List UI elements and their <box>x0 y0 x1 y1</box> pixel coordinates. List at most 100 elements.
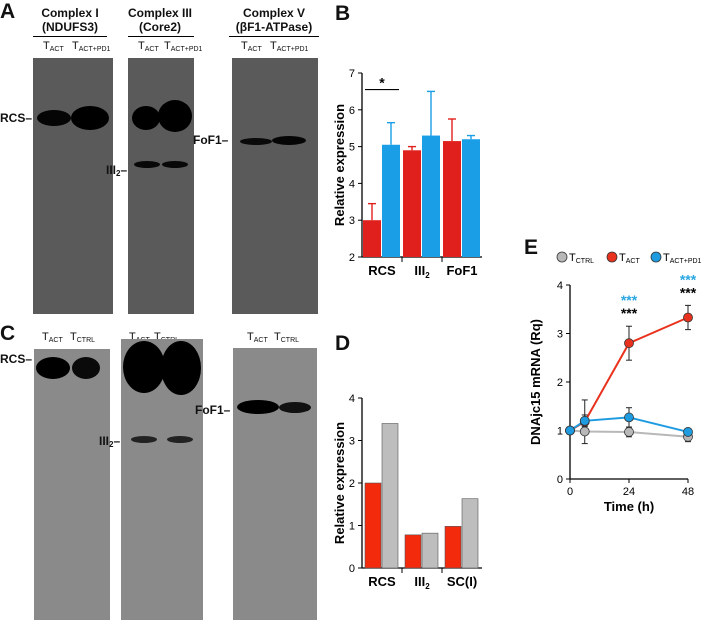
y-tick-label: 4 <box>349 178 355 190</box>
blot-image-complex-v <box>232 58 318 314</box>
bar <box>421 532 439 569</box>
blot-band <box>131 436 157 443</box>
blot-band <box>132 106 160 130</box>
blot-a-header-complex-v: Complex V (βF1-ATPase) <box>225 6 323 34</box>
blot-band <box>72 357 100 379</box>
marker-fof1: FoF1– <box>195 403 231 417</box>
lane-label-t-act-pd1: TACT+PD1 <box>270 40 309 53</box>
significance-marker: *** <box>621 305 638 321</box>
data-point <box>579 426 590 437</box>
blot-band <box>240 138 272 145</box>
lane-label-t-act: TACT <box>247 331 268 344</box>
blot-band <box>36 357 70 379</box>
lane-label-t-act-pd1: TACT+PD1 <box>164 40 203 53</box>
data-point <box>565 425 575 436</box>
legend-label: TACT+PD1 <box>663 252 702 265</box>
legend-marker <box>650 251 662 263</box>
y-tick-label: 0 <box>557 474 563 486</box>
blot-image-c-fof1 <box>233 348 317 620</box>
lane-label-t-act: TACT <box>138 40 159 53</box>
blot-a-header-complex-iii: Complex III (Core2) <box>122 6 198 34</box>
y-tick-label: 3 <box>557 329 563 341</box>
significance-marker: *** <box>680 271 697 287</box>
bar <box>363 220 381 257</box>
blot-band <box>158 100 192 132</box>
x-category-label: FoF1 <box>446 263 477 278</box>
panel-e-letter: E <box>524 236 539 259</box>
blot-image-c-rcs <box>34 349 110 620</box>
bar <box>443 141 461 257</box>
bar <box>461 498 479 569</box>
y-tick-label: 7 <box>349 68 355 80</box>
panel-b-letter: B <box>335 2 351 25</box>
bar <box>403 150 421 257</box>
panel-d-letter: D <box>335 332 351 355</box>
series-line <box>569 416 689 433</box>
blot-band <box>123 341 165 393</box>
y-tick-label: 3 <box>349 436 355 448</box>
y-tick-label: 1 <box>349 521 355 533</box>
lane-label-t-ctrl: TCTRL <box>274 331 300 344</box>
x-category-label: SC(I) <box>447 574 477 589</box>
data-point <box>683 312 693 323</box>
lane-label-t-act: TACT <box>43 40 64 53</box>
header-line1: Complex I <box>41 6 99 20</box>
header-line1: Complex III <box>127 6 192 20</box>
blot-band <box>71 106 109 130</box>
y-axis-label: Relative expression <box>332 422 347 544</box>
x-category-label: III2 <box>414 574 430 591</box>
data-point <box>624 338 634 349</box>
header-underline <box>128 36 194 37</box>
marker-rcs: RCS– <box>0 111 33 125</box>
chart-d-relative-expression: 0 1 2 3 4 Relative expression RCS III2 SC(I) <box>332 393 482 591</box>
marker-iii2: III2– <box>99 434 121 449</box>
y-tick-label: 2 <box>557 377 563 389</box>
significance-marker: *** <box>621 292 638 308</box>
bar <box>422 135 440 257</box>
blot-band <box>272 136 306 145</box>
chart-b-relative-expression: 2 3 4 5 6 7 Relative expression RCS III2 FoF1 * <box>332 68 482 280</box>
y-tick-label: 4 <box>349 393 355 405</box>
blot-image-complex-iii <box>128 58 194 314</box>
blot-band <box>37 110 71 126</box>
header-underline <box>229 36 319 37</box>
header-line2: (βF1-ATPase) <box>235 20 313 34</box>
y-tick-label: 1 <box>557 426 563 438</box>
blot-a-header-complex-i: Complex I (NDUFS3) <box>28 6 112 34</box>
x-category-label: III2 <box>414 263 430 280</box>
lane-label-t-act: TACT <box>241 40 262 53</box>
blot-band <box>279 402 311 413</box>
bar <box>382 144 400 257</box>
panel-c-letter: C <box>0 322 16 345</box>
blot-image-complex-i <box>33 58 113 314</box>
y-axis-label: DNAjc15 mRNA (Rq) <box>528 319 543 445</box>
header-line1: Complex V <box>242 6 305 20</box>
data-point <box>683 427 693 437</box>
bar <box>364 482 382 569</box>
x-tick-label: 0 <box>567 486 573 498</box>
y-tick-label: 4 <box>557 280 563 292</box>
y-tick-label: 0 <box>349 563 355 575</box>
y-tick-label: 5 <box>349 142 355 154</box>
legend-marker <box>556 251 568 263</box>
bar <box>404 534 422 569</box>
significance-marker: *** <box>680 284 697 300</box>
y-tick-label: 2 <box>349 478 355 490</box>
blot-band <box>162 161 188 168</box>
header-line2: (Core2) <box>138 20 181 34</box>
bar <box>381 423 399 569</box>
y-axis-label: Relative expression <box>332 104 347 226</box>
x-tick-label: 48 <box>682 486 694 498</box>
y-tick-label: 3 <box>349 215 355 227</box>
blot-band <box>134 161 160 168</box>
lane-label-t-act-pd1: TACT+PD1 <box>72 40 111 53</box>
header-line2: (NDUFS3) <box>42 20 98 34</box>
data-point <box>624 412 634 423</box>
legend-marker <box>606 251 618 263</box>
chart-e-dnajc15-mrna: 0 1 2 3 4 0 24 48 Time (h) DNAjc15 mRNA (Rq) TCTRL… <box>528 251 702 514</box>
series-line <box>569 429 689 438</box>
blot-band <box>167 436 193 443</box>
x-category-label: RCS <box>368 574 396 589</box>
header-underline <box>33 36 107 37</box>
data-point <box>624 427 634 437</box>
